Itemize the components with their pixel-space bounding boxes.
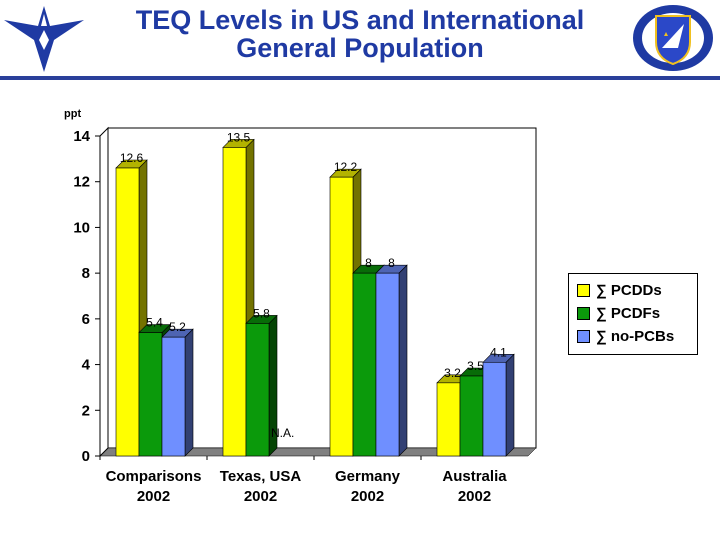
x-category-label: 2002 [458, 488, 491, 505]
legend-label-no-pcbs: ∑ no-PCBs [596, 327, 675, 345]
data-label: 3.5 [467, 359, 484, 373]
data-label: 8 [365, 256, 372, 270]
legend-swatch-pcdfs [577, 306, 590, 320]
data-label: 5.4 [146, 316, 163, 330]
y-tick-label: 6 [82, 311, 90, 328]
header-rule [0, 76, 720, 80]
bar-side [398, 264, 408, 457]
command-shield-emblem-icon [633, 5, 713, 71]
page-title: TEQ Levels in US and International Gener… [90, 6, 630, 62]
bar [329, 176, 354, 457]
data-label: 12.2 [334, 160, 358, 174]
data-label: 5.8 [253, 306, 270, 320]
data-label: N.A. [271, 426, 294, 440]
plot-side-wall [99, 126, 109, 458]
data-label: 12.6 [120, 151, 144, 165]
bar [375, 272, 400, 457]
bar [245, 323, 270, 457]
data-label: 8 [388, 256, 395, 270]
x-category-label: 2002 [137, 488, 170, 505]
x-category-label: 2002 [351, 488, 384, 505]
x-category-label: Texas, USA [220, 468, 302, 485]
legend-item-pcdds: ∑ PCDDs [577, 280, 662, 300]
bar [115, 167, 140, 457]
bar [459, 375, 484, 457]
legend-swatch-pcdds [577, 283, 590, 297]
title-line-2: General Population [236, 33, 484, 63]
bar [222, 147, 247, 457]
y-tick-label: 12 [73, 174, 90, 191]
y-tick-label: 4 [82, 357, 91, 374]
y-axis-unit-label: ppt [64, 108, 81, 120]
bar-side [505, 353, 515, 457]
bar [161, 336, 186, 457]
x-category-label: 2002 [244, 488, 277, 505]
legend-swatch-no-pcbs [577, 329, 590, 343]
y-tick-label: 10 [73, 219, 90, 236]
y-tick-label: 14 [73, 128, 90, 145]
legend-label-pcdds: ∑ PCDDs [596, 281, 662, 299]
legend-item-pcdfs: ∑ PCDFs [577, 303, 660, 323]
chart-legend: ∑ PCDDs ∑ PCDFs ∑ no-PCBs [568, 273, 698, 355]
legend-item-no-pcbs: ∑ no-PCBs [577, 326, 674, 346]
y-tick-label: 8 [82, 265, 90, 282]
x-category-label: Comparisons [106, 468, 202, 485]
data-label: 13.5 [227, 130, 251, 144]
data-label: 4.1 [490, 345, 507, 359]
title-line-1: TEQ Levels in US and International [135, 5, 585, 35]
bar [138, 332, 163, 457]
bar [482, 361, 507, 457]
legend-label-pcdfs: ∑ PCDFs [596, 304, 661, 322]
y-tick-label: 0 [82, 448, 90, 465]
data-label: 3.2 [444, 366, 461, 380]
x-category-label: Germany [335, 468, 401, 485]
bar [436, 382, 461, 457]
bar-side [184, 328, 194, 457]
slide-header: TEQ Levels in US and International Gener… [0, 0, 720, 80]
air-force-wings-logo-icon [4, 6, 84, 72]
y-tick-label: 2 [82, 402, 90, 419]
bar-chart: 0 2 4 6 8 10 12 14 Comparisons 2002 12.6 5.4 5.2 Tex… [64, 108, 537, 505]
x-category-label: Australia [442, 468, 507, 485]
data-label: 5.2 [169, 320, 186, 334]
bar [352, 272, 377, 457]
